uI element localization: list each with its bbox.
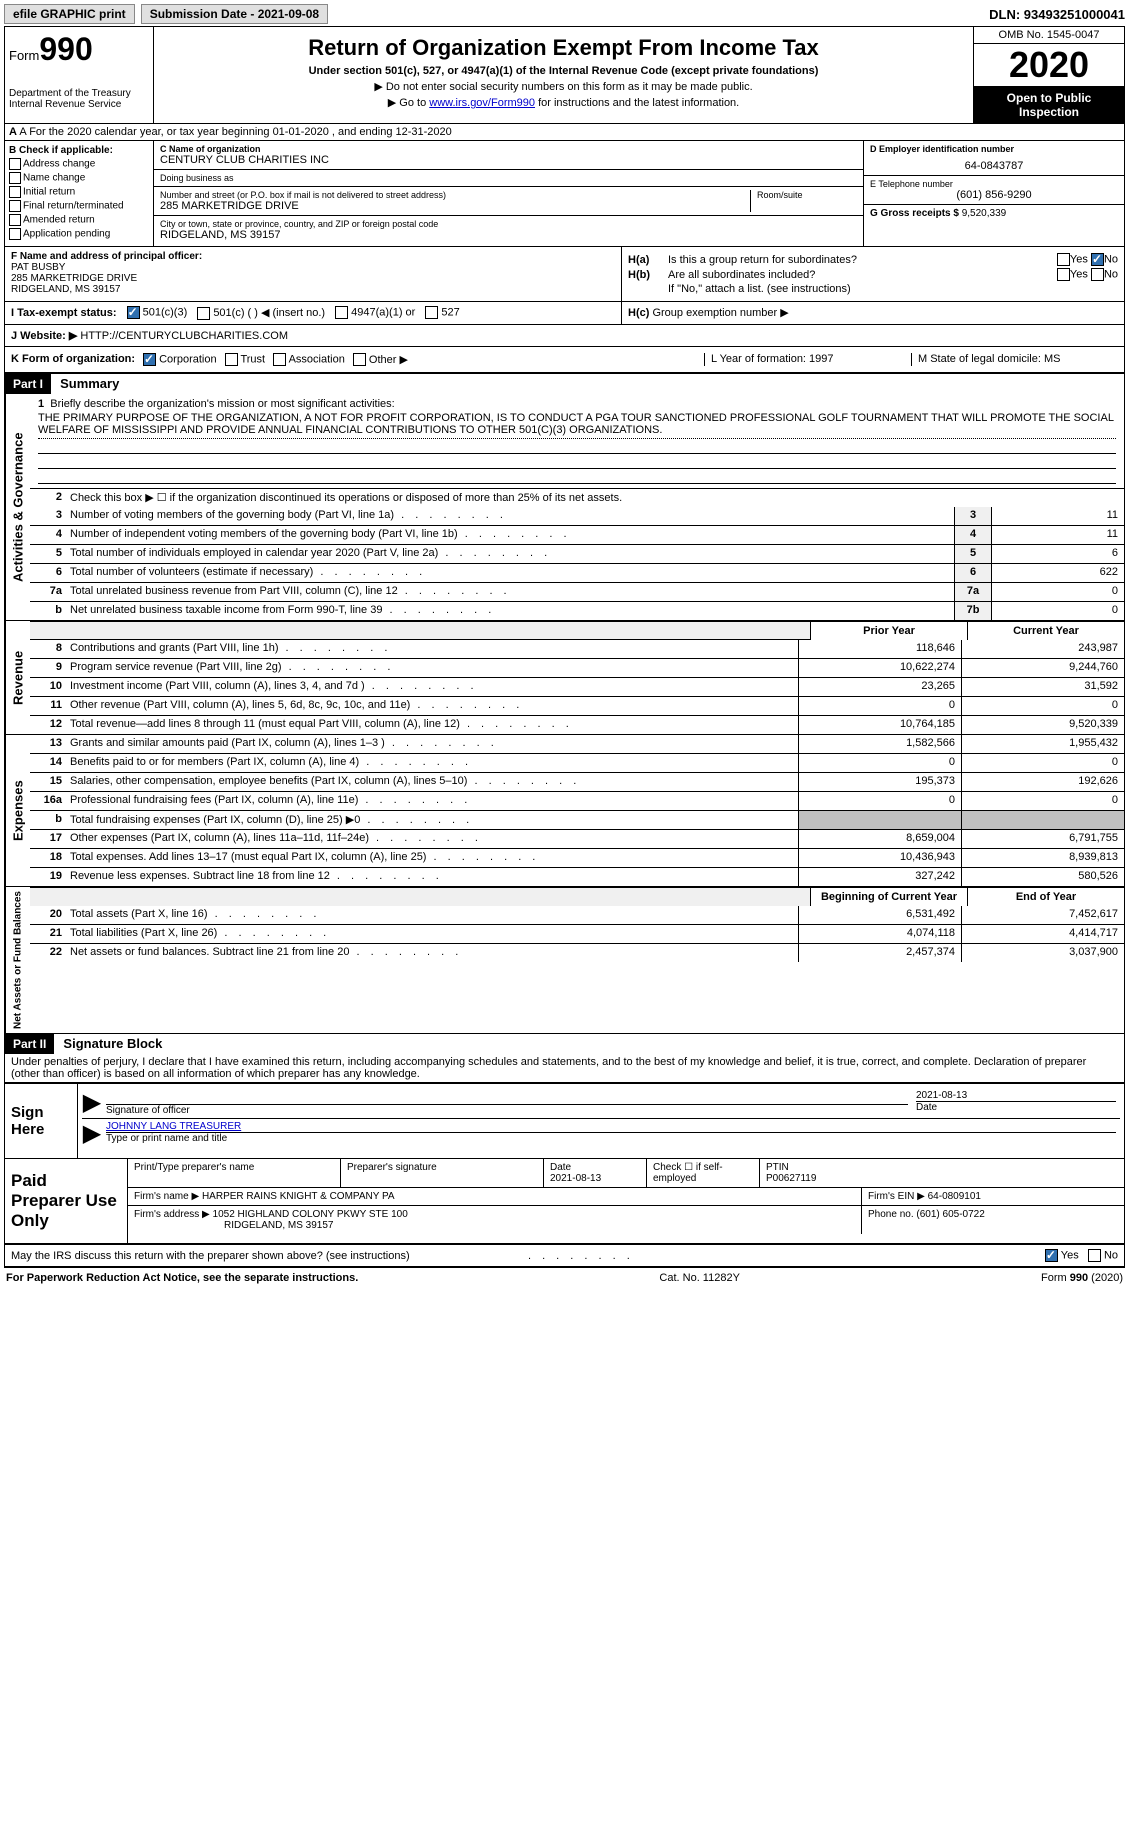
part2-header: Part II bbox=[5, 1034, 54, 1054]
footer-left: For Paperwork Reduction Act Notice, see … bbox=[6, 1272, 358, 1284]
footer-right: Form 990 (2020) bbox=[1041, 1272, 1123, 1284]
mission-statement: THE PRIMARY PURPOSE OF THE ORGANIZATION,… bbox=[38, 410, 1116, 439]
officer-city: RIDGELAND, MS 39157 bbox=[11, 284, 615, 295]
table-row: b Net unrelated business taxable income … bbox=[30, 601, 1124, 620]
firm-phone: (601) 605-0722 bbox=[916, 1209, 984, 1220]
cb-ha-yes[interactable] bbox=[1057, 253, 1070, 266]
street-address: 285 MARKETRIDGE DRIVE bbox=[160, 200, 750, 212]
cb-initial-return[interactable] bbox=[9, 186, 21, 198]
cb-527[interactable] bbox=[425, 306, 438, 319]
sign-here-label: Sign Here bbox=[5, 1084, 78, 1158]
table-row: 5 Total number of individuals employed i… bbox=[30, 544, 1124, 563]
cb-501c[interactable] bbox=[197, 307, 210, 320]
perjury-statement: Under penalties of perjury, I declare th… bbox=[5, 1054, 1124, 1083]
omb-number: OMB No. 1545-0047 bbox=[974, 27, 1124, 44]
side-revenue: Revenue bbox=[5, 621, 30, 734]
col-b-checkboxes: B Check if applicable: Address change Na… bbox=[5, 141, 154, 246]
hdr-current-year: Current Year bbox=[967, 622, 1124, 640]
note-link: ▶ Go to www.irs.gov/Form990 for instruct… bbox=[162, 96, 965, 109]
year-formation: L Year of formation: 1997 bbox=[704, 353, 911, 367]
footer-mid: Cat. No. 11282Y bbox=[659, 1272, 740, 1284]
prep-date: 2021-08-13 bbox=[550, 1173, 640, 1184]
firm-name: HARPER RAINS KNIGHT & COMPANY PA bbox=[202, 1191, 395, 1202]
table-row: 10 Investment income (Part VIII, column … bbox=[30, 677, 1124, 696]
table-row: 21 Total liabilities (Part X, line 26) 4… bbox=[30, 924, 1124, 943]
phone-value: (601) 856-9290 bbox=[870, 189, 1118, 201]
table-row: 12 Total revenue—add lines 8 through 11 … bbox=[30, 715, 1124, 734]
city-state-zip: RIDGELAND, MS 39157 bbox=[160, 229, 857, 241]
officer-name: PAT BUSBY bbox=[11, 262, 615, 273]
efile-button[interactable]: efile GRAPHIC print bbox=[4, 4, 135, 24]
cb-hb-yes[interactable] bbox=[1057, 268, 1070, 281]
table-row: b Total fundraising expenses (Part IX, c… bbox=[30, 810, 1124, 829]
cb-amended[interactable] bbox=[9, 214, 21, 226]
cb-trust[interactable] bbox=[225, 353, 238, 366]
cb-application-pending[interactable] bbox=[9, 228, 21, 240]
form-number: Form990 bbox=[9, 31, 149, 68]
org-name: CENTURY CLUB CHARITIES INC bbox=[160, 154, 857, 166]
table-row: 8 Contributions and grants (Part VIII, l… bbox=[30, 640, 1124, 658]
sig-date: 2021-08-13 bbox=[916, 1090, 1116, 1101]
table-row: 13 Grants and similar amounts paid (Part… bbox=[30, 735, 1124, 753]
firm-address: 1052 HIGHLAND COLONY PKWY STE 100 bbox=[213, 1209, 408, 1220]
cb-name-change[interactable] bbox=[9, 172, 21, 184]
form-subtitle: Under section 501(c), 527, or 4947(a)(1)… bbox=[162, 65, 965, 77]
side-governance: Activities & Governance bbox=[5, 394, 30, 620]
table-row: 19 Revenue less expenses. Subtract line … bbox=[30, 867, 1124, 886]
table-row: 14 Benefits paid to or for members (Part… bbox=[30, 753, 1124, 772]
table-row: 18 Total expenses. Add lines 13–17 (must… bbox=[30, 848, 1124, 867]
part1-title: Summary bbox=[60, 376, 119, 391]
hdr-end-year: End of Year bbox=[967, 888, 1124, 906]
submission-button[interactable]: Submission Date - 2021-09-08 bbox=[141, 4, 328, 24]
side-net-assets: Net Assets or Fund Balances bbox=[5, 887, 30, 1033]
table-row: 20 Total assets (Part X, line 16) 6,531,… bbox=[30, 906, 1124, 924]
gross-receipts: 9,520,339 bbox=[962, 208, 1007, 219]
table-row: 22 Net assets or fund balances. Subtract… bbox=[30, 943, 1124, 962]
firm-city: RIDGELAND, MS 39157 bbox=[134, 1220, 855, 1231]
table-row: 16a Professional fundraising fees (Part … bbox=[30, 791, 1124, 810]
firm-ein: 64-0809101 bbox=[928, 1191, 981, 1202]
table-row: 9 Program service revenue (Part VIII, li… bbox=[30, 658, 1124, 677]
table-row: 3 Number of voting members of the govern… bbox=[30, 507, 1124, 525]
part2-title: Signature Block bbox=[63, 1036, 162, 1051]
hdr-begin-year: Beginning of Current Year bbox=[810, 888, 967, 906]
cb-assoc[interactable] bbox=[273, 353, 286, 366]
cb-hb-no[interactable] bbox=[1091, 268, 1104, 281]
cb-discuss-no[interactable] bbox=[1088, 1249, 1101, 1262]
cb-501c3[interactable] bbox=[127, 306, 140, 319]
cb-address-change[interactable] bbox=[9, 158, 21, 170]
form-container: Form990 Department of the Treasury Inter… bbox=[4, 26, 1125, 1268]
inspection-badge: Open to Public Inspection bbox=[974, 87, 1124, 123]
dln-label: DLN: 93493251000041 bbox=[989, 7, 1125, 22]
cb-corp[interactable] bbox=[143, 353, 156, 366]
table-row: 17 Other expenses (Part IX, column (A), … bbox=[30, 829, 1124, 848]
tax-year: 2020 bbox=[974, 44, 1124, 87]
table-row: 4 Number of independent voting members o… bbox=[30, 525, 1124, 544]
table-row: 7a Total unrelated business revenue from… bbox=[30, 582, 1124, 601]
note-ssn: ▶ Do not enter social security numbers o… bbox=[162, 80, 965, 93]
cb-discuss-yes[interactable] bbox=[1045, 1249, 1058, 1262]
state-domicile: M State of legal domicile: MS bbox=[911, 353, 1118, 367]
officer-name-link[interactable]: JOHNNY LANG TREASURER bbox=[106, 1121, 241, 1132]
ptin-value: P00627119 bbox=[766, 1173, 1118, 1184]
part1-header: Part I bbox=[5, 374, 51, 394]
form-title: Return of Organization Exempt From Incom… bbox=[162, 35, 965, 61]
cb-4947[interactable] bbox=[335, 306, 348, 319]
ein-value: 64-0843787 bbox=[870, 160, 1118, 172]
cb-final-return[interactable] bbox=[9, 200, 21, 212]
officer-addr: 285 MARKETRIDGE DRIVE bbox=[11, 273, 615, 284]
cb-ha-no[interactable] bbox=[1091, 253, 1104, 266]
top-bar: efile GRAPHIC print Submission Date - 20… bbox=[4, 4, 1125, 24]
table-row: 6 Total number of volunteers (estimate i… bbox=[30, 563, 1124, 582]
cb-other[interactable] bbox=[353, 353, 366, 366]
paid-preparer-label: Paid Preparer Use Only bbox=[5, 1159, 128, 1243]
row-a-period: A A For the 2020 calendar year, or tax y… bbox=[5, 124, 1124, 141]
dept-label: Department of the Treasury Internal Reve… bbox=[9, 88, 149, 110]
side-expenses: Expenses bbox=[5, 735, 30, 886]
instructions-link[interactable]: www.irs.gov/Form990 bbox=[429, 97, 535, 109]
website-value: HTTP://CENTURYCLUBCHARITIES.COM bbox=[80, 330, 288, 342]
table-row: 15 Salaries, other compensation, employe… bbox=[30, 772, 1124, 791]
table-row: 11 Other revenue (Part VIII, column (A),… bbox=[30, 696, 1124, 715]
hdr-prior-year: Prior Year bbox=[810, 622, 967, 640]
